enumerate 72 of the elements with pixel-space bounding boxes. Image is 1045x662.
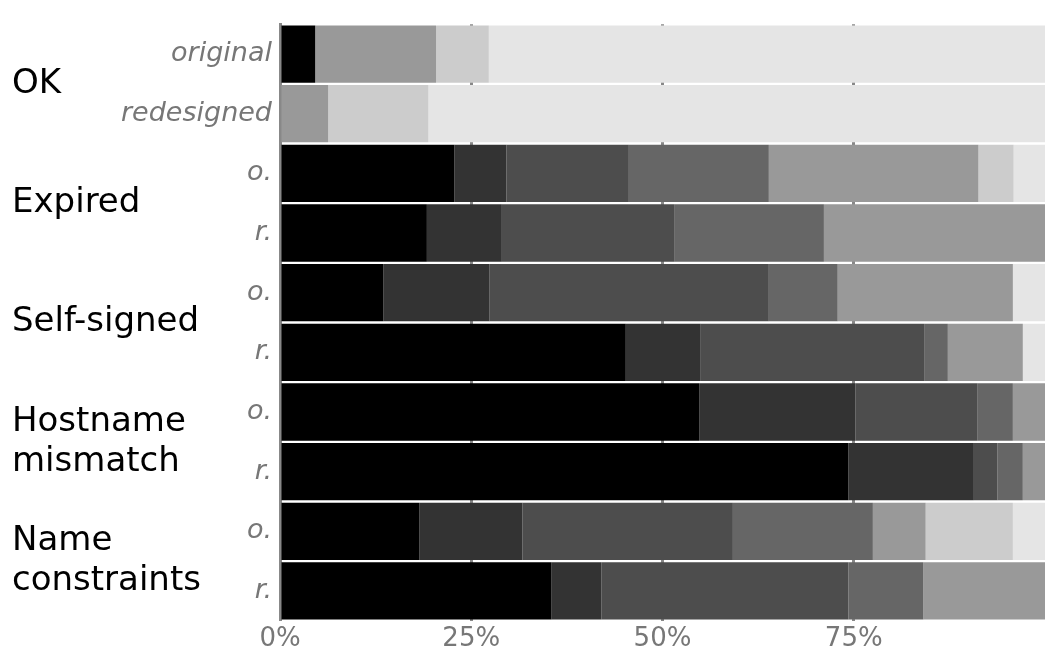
x-tick-label: 0% xyxy=(259,622,301,653)
bar xyxy=(601,562,849,620)
bar xyxy=(923,562,1045,620)
text: OK xyxy=(12,60,63,101)
bar xyxy=(823,204,1045,262)
bar xyxy=(506,144,629,202)
y-tick-label: original xyxy=(171,36,273,68)
bar xyxy=(628,144,769,202)
y-tick-label: o. xyxy=(246,155,272,187)
x-tick-label: 25% xyxy=(442,622,501,653)
bar xyxy=(978,144,1014,202)
bar xyxy=(625,323,701,381)
bar xyxy=(1012,383,1045,441)
y-tick-label: r. xyxy=(254,215,272,247)
bar xyxy=(1013,144,1045,202)
bar xyxy=(674,204,824,262)
bar xyxy=(872,502,926,560)
bar xyxy=(428,85,1045,143)
y-tick-label: r. xyxy=(254,453,272,485)
bar xyxy=(281,25,316,83)
bar xyxy=(551,562,602,620)
bar xyxy=(848,562,924,620)
bar xyxy=(925,502,1013,560)
bar xyxy=(436,25,489,83)
bar xyxy=(997,443,1023,501)
bar xyxy=(973,443,998,501)
text: Name constraints xyxy=(12,517,201,598)
bar xyxy=(522,502,733,560)
bar xyxy=(281,204,427,262)
bar xyxy=(489,264,769,322)
bar xyxy=(281,323,626,381)
bar xyxy=(732,502,873,560)
bar xyxy=(1022,443,1045,501)
bar xyxy=(281,144,455,202)
y-tick-label: o. xyxy=(246,274,272,306)
bar xyxy=(501,204,675,262)
bar xyxy=(855,383,978,441)
bar xyxy=(315,25,437,83)
text: Hostname mismatch xyxy=(12,398,186,479)
bar xyxy=(426,204,502,262)
bar xyxy=(454,144,507,202)
bar xyxy=(328,85,429,143)
bar xyxy=(837,264,1013,322)
bar xyxy=(700,323,925,381)
text: Self-signed xyxy=(12,299,200,340)
bar xyxy=(1022,323,1045,381)
bar xyxy=(947,323,1023,381)
bar xyxy=(281,383,700,441)
bar xyxy=(281,443,849,501)
bar xyxy=(281,264,384,322)
bar xyxy=(281,502,420,560)
y-tick-label: r. xyxy=(254,572,272,604)
bar xyxy=(699,383,856,441)
bar xyxy=(1012,264,1045,322)
x-tick-label: 75% xyxy=(824,622,883,653)
y-tick-label: redesigned xyxy=(120,95,273,127)
bar xyxy=(281,562,552,620)
bar xyxy=(281,85,329,143)
bar xyxy=(768,264,838,322)
bar xyxy=(977,383,1013,441)
bar xyxy=(488,25,1045,83)
bar xyxy=(383,264,490,322)
y-tick-label: o. xyxy=(246,513,272,545)
text: Expired xyxy=(12,180,141,221)
y-tick-label: r. xyxy=(254,334,272,366)
bar xyxy=(419,502,523,560)
bar xyxy=(848,443,974,501)
x-tick-label: 50% xyxy=(633,622,692,653)
y-tick-label: o. xyxy=(246,394,272,426)
bar xyxy=(1012,502,1045,560)
bar xyxy=(768,144,979,202)
bar xyxy=(924,323,948,381)
